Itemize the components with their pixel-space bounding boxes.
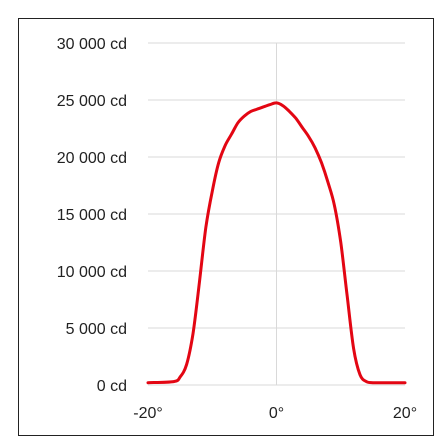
y-tick-label: 25 000 cd	[57, 93, 127, 110]
series-group	[146, 101, 407, 385]
y-axis-tick-labels: 0 cd 5 000 cd 10 000 cd 15 000 cd 20 000 cd 2…	[57, 36, 127, 395]
y-tick-label: 10 000 cd	[57, 264, 127, 281]
grid	[148, 42, 405, 386]
y-tick-label: 20 000 cd	[57, 150, 127, 167]
y-tick-label: 30 000 cd	[57, 36, 127, 53]
x-tick-label: -20°	[133, 405, 163, 422]
y-tick-label: 15 000 cd	[57, 207, 127, 224]
y-tick-label: 5 000 cd	[66, 321, 127, 338]
x-tick-label: 20°	[393, 405, 417, 422]
y-tick-label: 0 cd	[97, 378, 127, 395]
chart-frame	[18, 18, 434, 436]
series-line	[146, 101, 407, 385]
x-tick-label: 0°	[269, 405, 284, 422]
x-axis-tick-labels: -20° 0° 20°	[133, 405, 417, 422]
